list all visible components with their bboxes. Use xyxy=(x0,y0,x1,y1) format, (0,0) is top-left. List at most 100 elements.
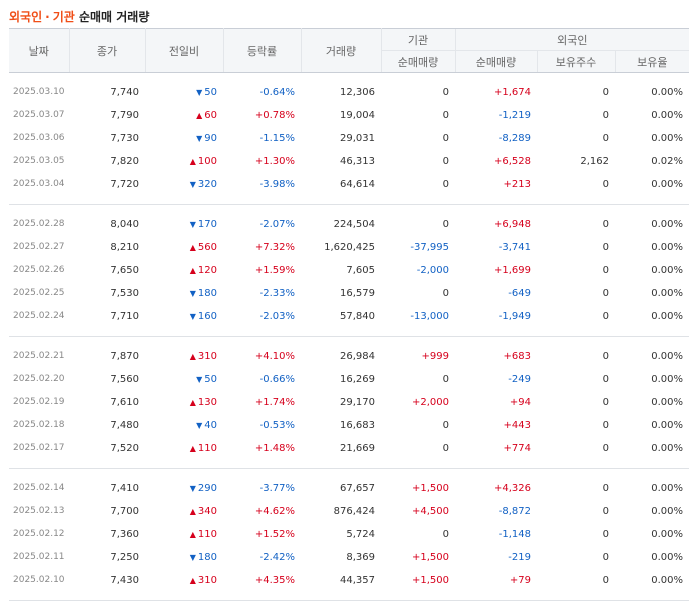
table-row: 2025.02.28 8,040 ▼ 170 -2.07% 224,504 0 +6,948 0… xyxy=(9,213,689,236)
cell-diff: ▼ 90 xyxy=(145,127,223,150)
cell-inst-net: -2,000 xyxy=(416,264,449,276)
cell-diff-value: 170 xyxy=(197,218,217,230)
cell-fore-net: -1,148 xyxy=(498,528,531,540)
cell-inst-net: 0 xyxy=(442,528,449,540)
triangle-up-icon: ▲ xyxy=(189,443,196,453)
cell-volume: 16,579 xyxy=(340,287,375,299)
cell-diff: ▼ 160 xyxy=(145,305,223,328)
cell-fore-hold: 0 xyxy=(602,86,609,98)
cell-fore-hold: 0 xyxy=(602,241,609,253)
cell-volume: 5,724 xyxy=(346,528,375,540)
cell-inst-net: +1,500 xyxy=(411,482,449,494)
cell-diff: ▲ 100 xyxy=(145,150,223,173)
triangle-up-icon: ▲ xyxy=(189,265,196,275)
table-row: 2025.02.21 7,870 ▲ 310 +4.10% 26,984 +999 +683 0… xyxy=(9,345,689,368)
header-fore-ratio: 보유율 xyxy=(614,50,690,73)
cell-inst-net: 0 xyxy=(442,109,449,121)
cell-diff: ▼ 290 xyxy=(145,477,223,500)
header-fore-hold: 보유주수 xyxy=(536,50,615,73)
cell-volume: 26,984 xyxy=(340,350,375,362)
cell-inst-net: -37,995 xyxy=(410,241,449,253)
table-row: 2025.02.13 7,700 ▲ 340 +4.62% 876,424 +4,500 -8… xyxy=(9,500,689,523)
cell-rate: +4.10% xyxy=(254,350,295,362)
cell-rate: -2.33% xyxy=(259,287,295,299)
cell-volume: 7,605 xyxy=(346,264,375,276)
cell-diff-value: 90 xyxy=(204,132,217,144)
cell-date: 2025.03.04 xyxy=(13,179,65,189)
cell-price: 7,410 xyxy=(110,482,139,494)
cell-date: 2025.02.11 xyxy=(13,552,65,562)
triangle-down-icon: ▼ xyxy=(189,311,196,321)
cell-price: 7,480 xyxy=(110,419,139,431)
cell-diff-value: 310 xyxy=(197,350,217,362)
cell-date: 2025.03.10 xyxy=(13,87,65,97)
cell-fore-ratio: 0.00% xyxy=(651,287,684,299)
cell-diff: ▲ 310 xyxy=(145,345,223,368)
cell-volume: 12,306 xyxy=(340,86,375,98)
header-foreigner-group: 외국인 xyxy=(454,28,690,51)
table-row: 2025.03.07 7,790 ▲ 60 +0.78% 19,004 0 -1,219 0 0.… xyxy=(9,104,689,127)
cell-fore-net: -649 xyxy=(508,287,531,299)
cell-price: 7,520 xyxy=(110,442,139,454)
cell-fore-hold: 0 xyxy=(602,109,609,121)
header-institution-group: 기관 xyxy=(380,28,455,51)
cell-volume: 44,357 xyxy=(340,574,375,586)
table-row: 2025.02.19 7,610 ▲ 130 +1.74% 29,170 +2,000 +94… xyxy=(9,391,689,414)
cell-rate: -2.07% xyxy=(259,218,295,230)
cell-price: 7,870 xyxy=(110,350,139,362)
cell-volume: 1,620,425 xyxy=(324,241,375,253)
triangle-down-icon: ▼ xyxy=(189,179,196,189)
cell-price: 7,530 xyxy=(110,287,139,299)
cell-fore-hold: 0 xyxy=(602,178,609,190)
cell-price: 7,790 xyxy=(110,109,139,121)
cell-volume: 224,504 xyxy=(333,218,375,230)
triangle-down-icon: ▼ xyxy=(189,483,196,493)
triangle-down-icon: ▼ xyxy=(196,133,203,143)
cell-date: 2025.03.07 xyxy=(13,110,65,120)
table-row: 2025.02.17 7,520 ▲ 110 +1.48% 21,669 0 +774 0 0.0… xyxy=(9,437,689,460)
cell-fore-hold: 0 xyxy=(602,528,609,540)
cell-inst-net: +4,500 xyxy=(411,505,449,517)
group-spacer xyxy=(9,73,689,81)
table-row: 2025.02.20 7,560 ▼ 50 -0.66% 16,269 0 -249 0 0.00… xyxy=(9,368,689,391)
triangle-up-icon: ▲ xyxy=(189,575,196,585)
cell-price: 7,740 xyxy=(110,86,139,98)
cell-price: 7,560 xyxy=(110,373,139,385)
cell-date: 2025.02.21 xyxy=(13,351,65,361)
cell-diff: ▼ 170 xyxy=(145,213,223,236)
group-divider xyxy=(9,459,690,469)
cell-rate: +1.48% xyxy=(254,442,295,454)
cell-fore-hold: 0 xyxy=(602,442,609,454)
cell-rate: +7.32% xyxy=(254,241,295,253)
cell-fore-hold: 0 xyxy=(602,287,609,299)
triangle-up-icon: ▲ xyxy=(189,397,196,407)
cell-fore-ratio: 0.00% xyxy=(651,109,684,121)
cell-volume: 8,369 xyxy=(346,551,375,563)
cell-rate: +1.30% xyxy=(254,155,295,167)
cell-fore-hold: 0 xyxy=(602,373,609,385)
table-row: 2025.02.11 7,250 ▼ 180 -2.42% 8,369 +1,500 -219… xyxy=(9,546,689,569)
cell-diff-value: 60 xyxy=(204,109,217,121)
cell-fore-ratio: 0.00% xyxy=(651,396,684,408)
header-price: 종가 xyxy=(69,28,146,73)
table-row: 2025.02.24 7,710 ▼ 160 -2.03% 57,840 -13,000 -1… xyxy=(9,305,689,328)
cell-price: 7,610 xyxy=(110,396,139,408)
cell-volume: 29,170 xyxy=(340,396,375,408)
triangle-up-icon: ▲ xyxy=(196,110,203,120)
cell-diff: ▼ 50 xyxy=(145,368,223,391)
cell-diff-value: 130 xyxy=(197,396,217,408)
cell-date: 2025.02.24 xyxy=(13,311,65,321)
group-spacer xyxy=(9,469,689,477)
title-institution: 기관 xyxy=(52,10,75,24)
cell-date: 2025.02.10 xyxy=(13,575,65,585)
table-bottom-divider xyxy=(9,600,689,601)
cell-date: 2025.02.14 xyxy=(13,483,65,493)
cell-price: 7,430 xyxy=(110,574,139,586)
cell-diff: ▼ 180 xyxy=(145,546,223,569)
cell-inst-net: 0 xyxy=(442,419,449,431)
cell-date: 2025.03.05 xyxy=(13,156,65,166)
table-body: 2025.03.10 7,740 ▼ 50 -0.64% 12,306 0 +1,674 0 0.… xyxy=(9,73,690,592)
header-diff: 전일비 xyxy=(145,28,224,73)
cell-diff: ▼ 50 xyxy=(145,81,223,104)
table-header: 날짜 종가 전일비 등락률 거래량 기관 외국인 순매매량 순매매량 보유주수 … xyxy=(9,28,690,73)
